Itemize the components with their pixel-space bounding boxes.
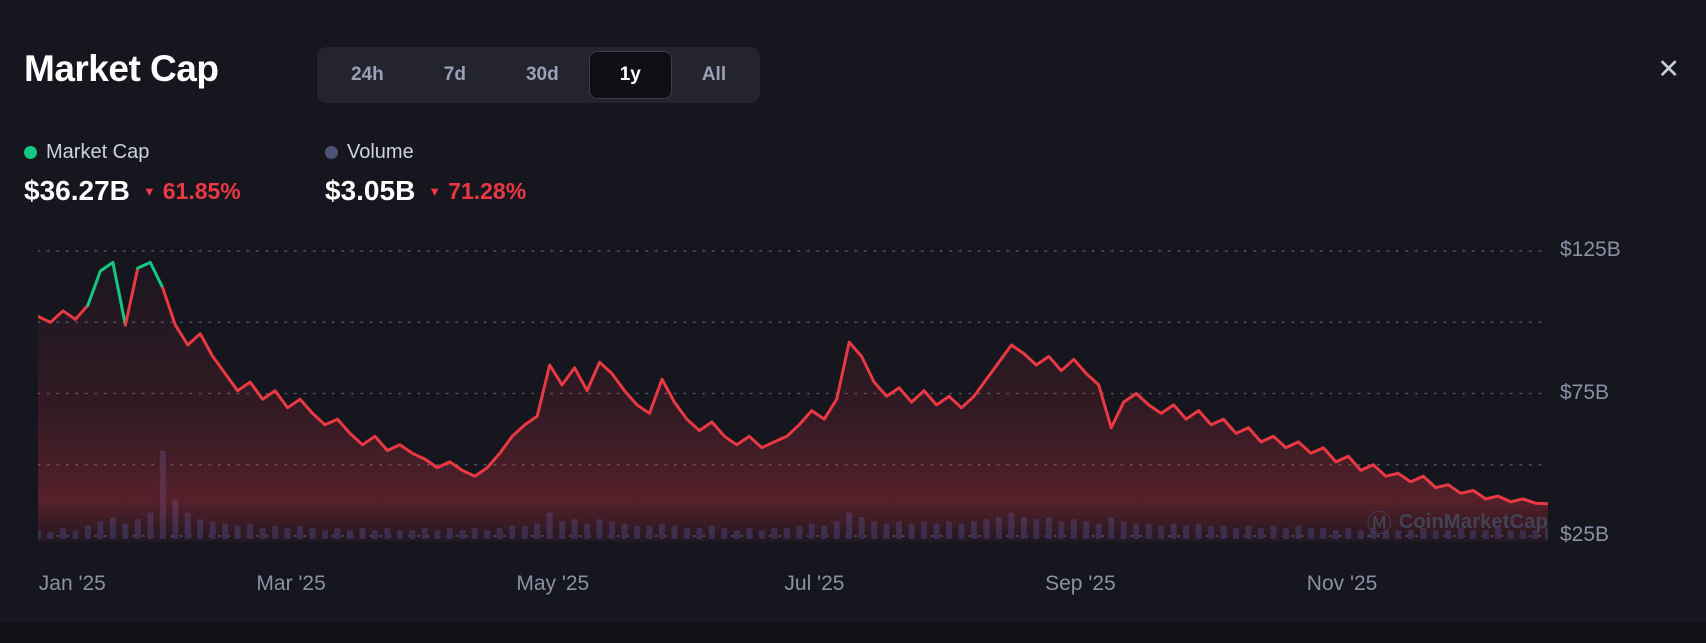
volume-dot-icon <box>325 146 338 159</box>
market-cap-line-segment <box>38 303 90 324</box>
watermark-text: CoinMarketCap <box>1398 510 1548 533</box>
market-cap-dot-icon <box>24 146 37 159</box>
market-cap-value: $36.27B <box>24 175 130 206</box>
x-axis-label: Nov '25 <box>1306 572 1378 595</box>
market-cap-line-segment <box>136 260 165 290</box>
close-button[interactable]: ✕ <box>1657 54 1680 84</box>
caret-down-icon: ▼ <box>428 183 442 199</box>
legend-item-volume: Volume $3.05B ▼ 71.28% <box>325 141 626 207</box>
x-axis-label: May '25 <box>516 572 590 595</box>
legend-label-volume: Volume <box>347 141 414 163</box>
time-range-tabs: 24h 7d 30d 1y All <box>317 47 761 103</box>
chart-canvas[interactable] <box>38 224 1548 554</box>
tab-24h[interactable]: 24h <box>351 64 384 85</box>
area-fill <box>38 262 1548 542</box>
tab-1y[interactable]: 1y <box>588 51 672 99</box>
market-cap-line-segment <box>161 286 1548 506</box>
x-axis-label: Sep '25 <box>1045 572 1116 595</box>
caret-down-icon: ▼ <box>142 183 156 199</box>
tab-30d[interactable]: 30d <box>525 64 559 85</box>
volume-value: $3.05B <box>325 175 416 206</box>
legend-label-market-cap: Market Cap <box>46 141 150 163</box>
chart-area: $125B $75B $25B Jan '25 Mar '25 May '25 Jul '… <box>38 224 1668 634</box>
y-axis-label: $125B <box>1560 238 1621 261</box>
page-title: Market Cap <box>24 48 219 89</box>
tab-all[interactable]: All <box>701 64 727 85</box>
legend-item-market-cap: Market Cap $36.27B ▼ 61.85% <box>24 141 325 207</box>
coinmarketcap-logo-icon: Ⓜ <box>1366 510 1392 538</box>
volume-change-percent: 71.28% <box>448 177 527 204</box>
y-axis-label: $75B <box>1560 380 1610 404</box>
x-axis-label: Jul '25 <box>784 572 845 595</box>
market-cap-change-percent: 61.85% <box>162 177 241 204</box>
y-axis-label: $25B <box>1560 523 1610 546</box>
bottom-divider <box>0 620 1706 643</box>
market-cap-line-segment <box>86 260 127 327</box>
tab-7d[interactable]: 7d <box>443 64 466 85</box>
legend-row: Market Cap $36.27B ▼ 61.85% Volume $3.05B ▼ 71.… <box>24 141 626 207</box>
coinmarketcap-watermark: Ⓜ CoinMarketCap <box>1367 504 1548 540</box>
market-cap-line-segment <box>123 266 140 327</box>
x-axis-label: Mar '25 <box>256 572 326 595</box>
x-axis-label: Jan '25 <box>38 572 106 595</box>
